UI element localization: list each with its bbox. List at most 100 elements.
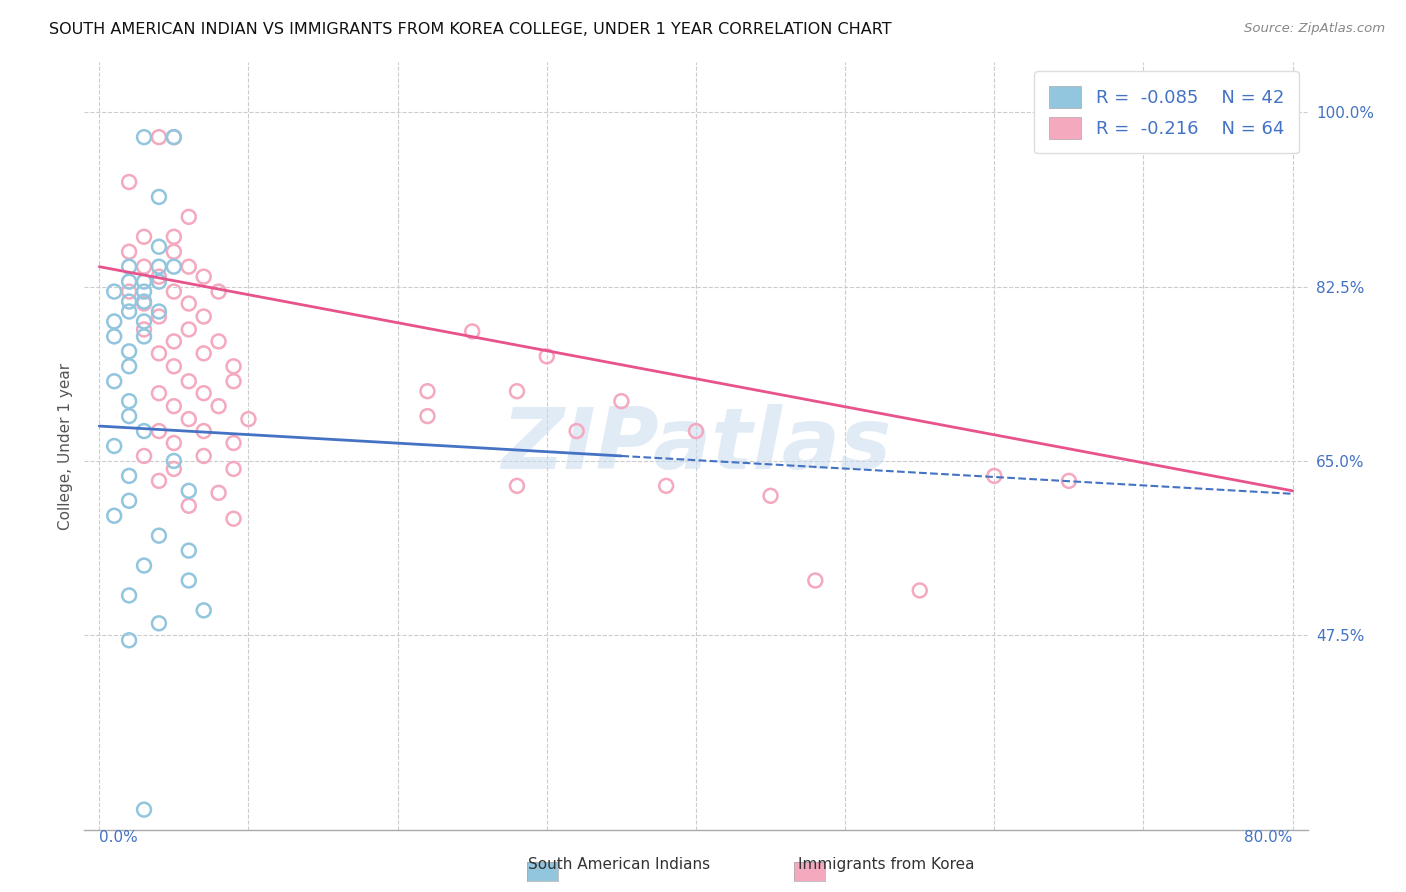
Legend: R =  -0.085    N = 42, R =  -0.216    N = 64: R = -0.085 N = 42, R = -0.216 N = 64 bbox=[1035, 71, 1299, 153]
Point bbox=[118, 409, 141, 423]
Point bbox=[565, 424, 588, 438]
Point bbox=[685, 424, 707, 438]
Text: South American Indians: South American Indians bbox=[527, 857, 710, 872]
Point bbox=[163, 130, 186, 145]
Point bbox=[804, 574, 827, 588]
Point bbox=[148, 386, 170, 401]
Point bbox=[148, 310, 170, 324]
Point bbox=[536, 349, 558, 363]
Point bbox=[163, 260, 186, 274]
Point bbox=[610, 394, 633, 409]
Point bbox=[103, 439, 125, 453]
Point bbox=[238, 412, 260, 426]
Point bbox=[148, 474, 170, 488]
Point bbox=[132, 294, 155, 309]
Point bbox=[416, 409, 439, 423]
Point bbox=[118, 633, 141, 648]
Point bbox=[222, 359, 245, 374]
Point bbox=[177, 543, 200, 558]
Point bbox=[163, 399, 186, 413]
Point bbox=[655, 479, 678, 493]
Point bbox=[148, 529, 170, 543]
Point bbox=[148, 424, 170, 438]
Point bbox=[132, 449, 155, 463]
Point bbox=[148, 260, 170, 274]
Point bbox=[103, 374, 125, 388]
Point bbox=[118, 294, 141, 309]
Point bbox=[222, 512, 245, 526]
Point bbox=[193, 269, 215, 284]
Point bbox=[163, 285, 186, 299]
Point bbox=[118, 175, 141, 189]
Point bbox=[1057, 474, 1080, 488]
Text: ZIPatlas: ZIPatlas bbox=[501, 404, 891, 488]
Point bbox=[177, 412, 200, 426]
Point bbox=[506, 479, 529, 493]
Point bbox=[132, 260, 155, 274]
Point bbox=[132, 296, 155, 310]
Point bbox=[908, 583, 931, 598]
Point bbox=[118, 244, 141, 259]
Point bbox=[103, 508, 125, 523]
Point bbox=[163, 229, 186, 244]
Text: Immigrants from Korea: Immigrants from Korea bbox=[797, 857, 974, 872]
Point bbox=[103, 314, 125, 328]
Point bbox=[148, 130, 170, 145]
Point bbox=[177, 374, 200, 388]
Point bbox=[148, 269, 170, 284]
Point bbox=[132, 803, 155, 817]
Point bbox=[148, 346, 170, 360]
Point bbox=[132, 314, 155, 328]
Point bbox=[118, 285, 141, 299]
Point bbox=[177, 296, 200, 310]
Point bbox=[118, 493, 141, 508]
Point bbox=[118, 344, 141, 359]
Point bbox=[103, 329, 125, 343]
Point bbox=[177, 499, 200, 513]
Point bbox=[148, 240, 170, 254]
Point bbox=[193, 310, 215, 324]
Point bbox=[118, 394, 141, 409]
Point bbox=[163, 359, 186, 374]
Point bbox=[163, 244, 186, 259]
Point bbox=[132, 130, 155, 145]
Text: 0.0%: 0.0% bbox=[100, 830, 138, 845]
Point bbox=[132, 275, 155, 289]
Point bbox=[193, 386, 215, 401]
Point bbox=[103, 285, 125, 299]
Point bbox=[132, 424, 155, 438]
Text: SOUTH AMERICAN INDIAN VS IMMIGRANTS FROM KOREA COLLEGE, UNDER 1 YEAR CORRELATION: SOUTH AMERICAN INDIAN VS IMMIGRANTS FROM… bbox=[49, 22, 891, 37]
Point bbox=[177, 483, 200, 498]
Point bbox=[177, 210, 200, 224]
Point bbox=[132, 285, 155, 299]
Point bbox=[177, 574, 200, 588]
Point bbox=[207, 285, 229, 299]
Point bbox=[163, 334, 186, 349]
Point bbox=[222, 436, 245, 450]
Point bbox=[207, 399, 229, 413]
Point bbox=[148, 616, 170, 631]
Point bbox=[207, 485, 229, 500]
Point bbox=[222, 374, 245, 388]
Point bbox=[759, 489, 782, 503]
Point bbox=[461, 325, 484, 339]
Point bbox=[132, 558, 155, 573]
Point bbox=[118, 304, 141, 318]
Point bbox=[118, 359, 141, 374]
Point bbox=[118, 469, 141, 483]
Point bbox=[177, 322, 200, 336]
Point bbox=[163, 462, 186, 476]
Point bbox=[193, 424, 215, 438]
Point bbox=[506, 384, 529, 399]
Point bbox=[132, 322, 155, 336]
Point bbox=[118, 260, 141, 274]
Point bbox=[148, 275, 170, 289]
Point bbox=[222, 462, 245, 476]
Point bbox=[163, 130, 186, 145]
Point bbox=[132, 229, 155, 244]
Point bbox=[207, 334, 229, 349]
Point bbox=[163, 454, 186, 468]
Point bbox=[177, 260, 200, 274]
Point bbox=[193, 346, 215, 360]
Point bbox=[193, 449, 215, 463]
